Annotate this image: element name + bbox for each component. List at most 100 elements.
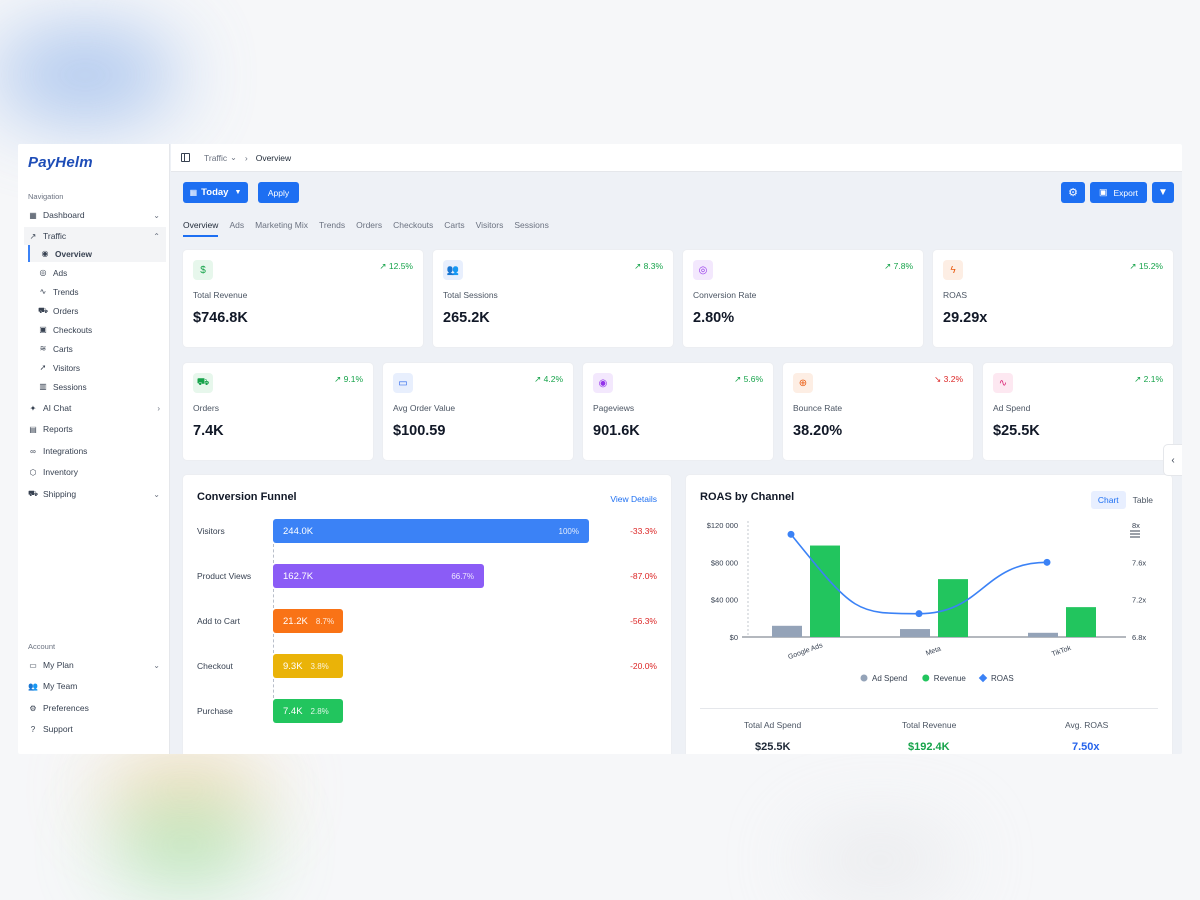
export-label: Export bbox=[1113, 187, 1139, 198]
caret-down-icon: ▼ bbox=[234, 189, 242, 196]
legend-marker bbox=[922, 674, 930, 682]
sidebar-sub-sessions[interactable]: ▥ Sessions bbox=[28, 378, 166, 395]
sidebar-sub-orders[interactable]: ⛟ Orders bbox=[28, 302, 166, 319]
sidebar-item-my-plan[interactable]: ▭ My Plan ⌄ bbox=[24, 656, 166, 674]
sidebar-item-inventory[interactable]: ⬡ Inventory bbox=[24, 463, 166, 481]
cart-icon: ⛟ bbox=[193, 373, 213, 393]
sidebar-item-label: Trends bbox=[53, 286, 79, 297]
funnel-bar[interactable]: 162.7K 66.7% bbox=[273, 564, 484, 588]
kpi-change: ↗ 4.2% bbox=[534, 374, 563, 385]
sidebar-item-integrations[interactable]: ∞ Integrations bbox=[24, 442, 166, 460]
funnel-step-percent: 8.7% bbox=[315, 616, 335, 626]
sidebar-sub-overview[interactable]: ◉ Overview bbox=[28, 245, 166, 262]
tab-orders[interactable]: Orders bbox=[356, 220, 383, 230]
funnel-bar[interactable]: 244.0K 100% bbox=[273, 519, 589, 543]
view-toggle: Chart Table bbox=[1090, 491, 1160, 509]
sidebar-sub-ads[interactable]: ◎ Ads bbox=[28, 264, 166, 281]
tab-visitors[interactable]: Visitors bbox=[475, 220, 504, 230]
sidebar-item-traffic[interactable]: ↗ Traffic ⌃ bbox=[24, 227, 166, 245]
y-tick-label: $40 000 bbox=[711, 596, 738, 605]
sidebar-sub-trends[interactable]: ∿ Trends bbox=[28, 283, 166, 300]
funnel-bar[interactable]: 9.3K 3.8% bbox=[273, 654, 343, 678]
bar-ad-spend bbox=[1028, 632, 1058, 637]
sidebar-item-label: Reports bbox=[43, 424, 73, 434]
sidebar-sub-carts[interactable]: ≋ Carts bbox=[28, 340, 166, 357]
chevron-down-icon: ⌄ bbox=[153, 489, 160, 499]
conversion-funnel-card: Conversion Funnel View Details Visitors 2… bbox=[183, 475, 671, 754]
divider bbox=[700, 708, 1158, 709]
sidebar-item-reports[interactable]: ▤ Reports bbox=[24, 420, 166, 438]
sidebar-item-label: Integrations bbox=[43, 446, 88, 456]
sidebar-item-support[interactable]: ? Support bbox=[24, 720, 166, 738]
collapse-panel-button[interactable]: ‹ bbox=[1164, 445, 1182, 475]
topbar: Traffic ⌄ › Overview bbox=[171, 144, 1182, 172]
tab-ads[interactable]: Ads bbox=[229, 220, 245, 230]
trend-up-icon: ↗ bbox=[734, 374, 742, 384]
kpi-label: Avg Order Value bbox=[393, 403, 456, 413]
y2-tick-label: 7.6x bbox=[1132, 558, 1146, 567]
kpi-card: ◎ ↗ 7.8% Conversion Rate 2.80% bbox=[683, 250, 923, 347]
table-toggle[interactable]: Table bbox=[1132, 495, 1153, 505]
cart-icon: ⛟ bbox=[38, 305, 49, 315]
apply-button[interactable]: Apply bbox=[258, 182, 299, 203]
funnel-dropoff: -56.3% bbox=[630, 616, 657, 626]
tab-overview[interactable]: Overview bbox=[183, 220, 219, 237]
settings-button[interactable]: ⚙ bbox=[1061, 182, 1085, 203]
export-button[interactable]: ▣ Export bbox=[1090, 182, 1147, 203]
sidebar-item-ai-chat[interactable]: ✦ AI Chat › bbox=[24, 399, 166, 417]
activity-icon: ∿ bbox=[993, 373, 1013, 393]
filter-button[interactable]: ▼ bbox=[1152, 182, 1174, 203]
kpi-card: 👥 ↗ 8.3% Total Sessions 265.2K bbox=[433, 250, 673, 347]
tab-marketing-mix[interactable]: Marketing Mix bbox=[255, 220, 308, 230]
breadcrumb-parent[interactable]: Traffic bbox=[204, 152, 228, 163]
grid-icon: ▦ bbox=[29, 210, 37, 220]
tab-checkouts[interactable]: Checkouts bbox=[393, 220, 434, 230]
kpi-label: Pageviews bbox=[593, 403, 635, 413]
funnel-step-value: 9.3K bbox=[283, 660, 303, 672]
x-tick-label: TikTok bbox=[1051, 645, 1073, 659]
sidebar-item-preferences[interactable]: ⚙ Preferences bbox=[24, 699, 166, 717]
sidebar-item-my-team[interactable]: 👥 My Team bbox=[24, 677, 166, 695]
kpi-card: ⛟ ↗ 9.1% Orders 7.4K bbox=[183, 363, 373, 460]
funnel-step-percent: 3.8% bbox=[310, 661, 329, 671]
kpi-value: 38.20% bbox=[793, 423, 843, 439]
calendar-icon: ▦ bbox=[189, 188, 198, 197]
tab-trends[interactable]: Trends bbox=[319, 220, 346, 230]
bolt-icon: ϟ bbox=[943, 260, 963, 280]
date-range-button[interactable]: ▦ Today ▼ bbox=[183, 182, 248, 203]
gear-icon: ⚙ bbox=[1068, 187, 1078, 199]
sidebar-item-shipping[interactable]: ⛟ Shipping ⌄ bbox=[24, 485, 166, 503]
chevron-right-icon: › bbox=[244, 152, 248, 163]
tab-carts[interactable]: Carts bbox=[444, 220, 465, 230]
kpi-change-value: 2.1% bbox=[1143, 374, 1163, 384]
sidebar-toggle-icon[interactable] bbox=[181, 153, 190, 162]
sidebar-item-label: Orders bbox=[53, 305, 79, 316]
bar-chart-icon: ▥ bbox=[39, 382, 47, 391]
eye-icon: ◉ bbox=[593, 373, 613, 393]
funnel-step-label: Visitors bbox=[197, 526, 225, 536]
y2-tick-label: 8x bbox=[1132, 521, 1140, 530]
app-window: PayHelm Navigation ▦ Dashboard ⌄ ↗ Traff… bbox=[18, 144, 1182, 754]
kpi-change-value: 3.2% bbox=[943, 374, 963, 384]
kpi-value: 29.29x bbox=[943, 310, 988, 326]
card-icon: ▭ bbox=[393, 373, 413, 393]
kpi-change: ↗ 15.2% bbox=[1129, 261, 1163, 272]
sidebar-item-label: Carts bbox=[53, 343, 73, 354]
view-details-link[interactable]: View Details bbox=[610, 494, 657, 504]
sidebar-item-dashboard[interactable]: ▦ Dashboard ⌄ bbox=[24, 206, 166, 224]
chevron-down-icon: ⌄ bbox=[230, 153, 237, 162]
kpi-label: ROAS bbox=[943, 290, 968, 300]
funnel-connector bbox=[273, 589, 274, 608]
kpi-label: Total Sessions bbox=[443, 290, 498, 300]
chevron-up-icon: ⌃ bbox=[153, 231, 160, 241]
chart-toggle[interactable]: Chart bbox=[1090, 491, 1126, 509]
kpi-change: ↗ 2.1% bbox=[1134, 374, 1163, 385]
funnel-bar[interactable]: 21.2K 8.7% bbox=[273, 609, 343, 633]
sidebar-sub-checkouts[interactable]: ▣ Checkouts bbox=[28, 321, 166, 338]
account-section-title: Account bbox=[28, 642, 56, 651]
tab-sessions[interactable]: Sessions bbox=[514, 220, 549, 230]
kpi-value: 2.80% bbox=[693, 310, 735, 326]
sidebar-sub-visitors[interactable]: ➚ Visitors bbox=[28, 359, 166, 376]
funnel-bar[interactable]: 7.4K 2.8% bbox=[273, 699, 343, 723]
summary-value: $25.5K bbox=[755, 741, 791, 753]
